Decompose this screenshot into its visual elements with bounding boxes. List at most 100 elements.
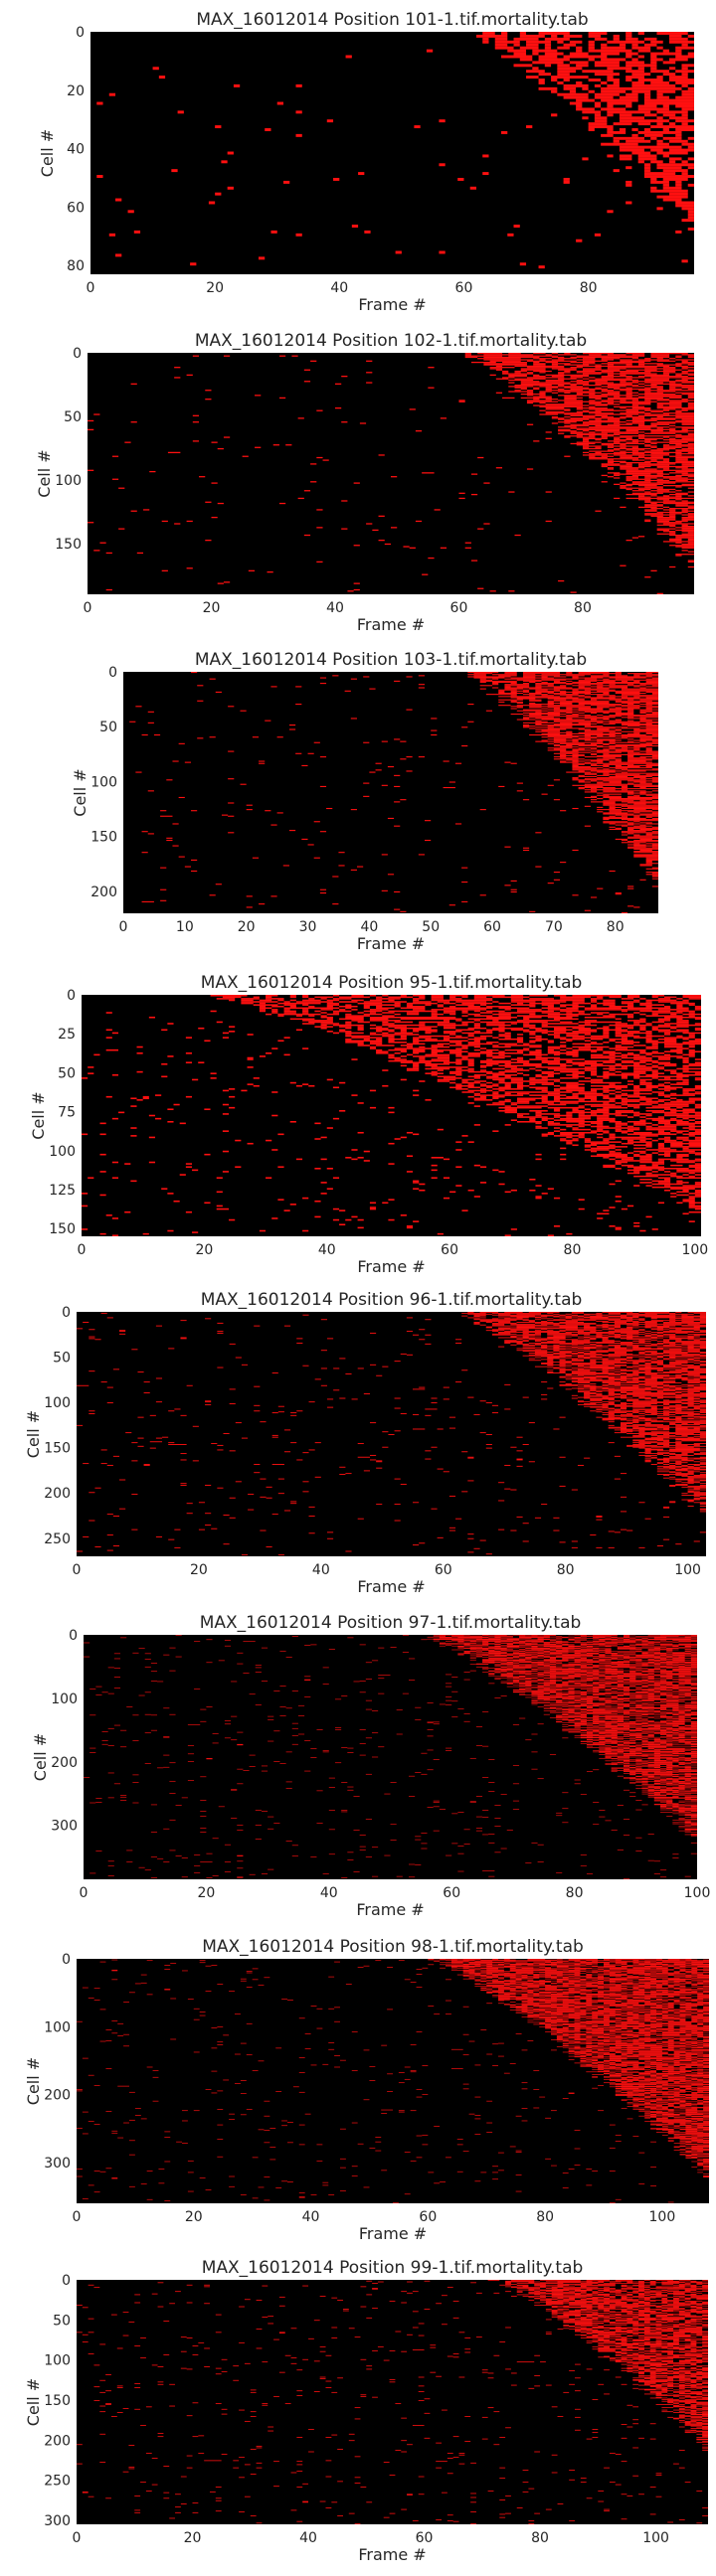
- event-segment: [620, 360, 651, 362]
- event-segment: [603, 803, 628, 805]
- event-segment: [627, 811, 658, 813]
- event-segment: [694, 1189, 701, 1192]
- event-segment: [572, 894, 579, 896]
- event-segment: [498, 1034, 511, 1036]
- event-segment: [637, 160, 644, 164]
- event-segment: [413, 1037, 432, 1039]
- event-segment: [572, 749, 591, 751]
- event-segment: [656, 207, 663, 211]
- event-segment: [406, 1226, 414, 1229]
- cell-row: [615, 893, 622, 895]
- event-segment: [553, 745, 573, 747]
- event-segment: [651, 817, 658, 820]
- event-segment: [223, 355, 231, 357]
- event-segment: [522, 1345, 535, 1347]
- event-segment: [614, 1346, 621, 1348]
- event-segment: [627, 836, 658, 838]
- event-segment: [609, 1133, 616, 1136]
- event-segment: [160, 810, 167, 812]
- cell-row: [160, 815, 658, 817]
- event-segment: [526, 395, 534, 397]
- cell-row: [147, 790, 658, 792]
- heatmap-cells: [129, 672, 658, 913]
- event-segment: [504, 688, 523, 690]
- event-segment: [363, 1160, 370, 1162]
- event-segment: [645, 731, 658, 733]
- event-segment: [651, 692, 658, 695]
- event-segment: [687, 1333, 706, 1335]
- event-segment: [644, 441, 688, 443]
- event-segment: [596, 1350, 645, 1352]
- cell-row: [582, 445, 694, 447]
- event-segment: [668, 122, 676, 126]
- event-segment: [326, 1188, 333, 1190]
- cell-row: [633, 851, 658, 853]
- event-segment: [241, 1364, 249, 1366]
- event-segment: [464, 354, 471, 356]
- event-segment: [486, 1075, 499, 1078]
- event-segment: [535, 1153, 542, 1156]
- cell-row: [394, 890, 517, 893]
- event-segment: [656, 151, 688, 155]
- event-segment: [607, 128, 614, 131]
- cell-row: [174, 367, 694, 369]
- event-segment: [357, 1027, 364, 1030]
- event-segment: [419, 1046, 426, 1048]
- event-segment: [663, 1095, 671, 1098]
- event-segment: [168, 1348, 175, 1350]
- event-segment: [388, 1048, 407, 1051]
- cell-row: [584, 773, 658, 775]
- event-segment: [507, 49, 527, 53]
- event-segment: [676, 1018, 683, 1021]
- event-segment: [601, 133, 614, 137]
- event-segment: [241, 1001, 278, 1003]
- event-segment: [276, 736, 283, 738]
- event-segment: [547, 1092, 561, 1095]
- event-segment: [570, 356, 638, 359]
- event-segment: [676, 1177, 701, 1179]
- event-segment: [693, 1369, 706, 1371]
- event-segment: [295, 110, 302, 114]
- event-segment: [314, 1122, 321, 1125]
- event-segment: [584, 1346, 603, 1348]
- event-segment: [681, 1383, 706, 1385]
- cell-row: [229, 1026, 689, 1028]
- event-segment: [572, 1138, 579, 1140]
- cell-row: [172, 845, 658, 847]
- event-segment: [590, 1004, 598, 1006]
- event-segment: [553, 1108, 561, 1111]
- event-segment: [467, 1070, 493, 1073]
- event-segment: [670, 1100, 695, 1103]
- event-segment: [644, 368, 676, 370]
- event-segment: [559, 1330, 603, 1332]
- event-segment: [216, 1208, 230, 1210]
- event-segment: [609, 696, 628, 698]
- event-segment: [558, 428, 571, 431]
- event-segment: [566, 696, 573, 698]
- cell-row: [394, 908, 401, 910]
- event-segment: [626, 61, 644, 65]
- event-segment: [643, 98, 694, 102]
- event-segment: [590, 1064, 646, 1067]
- event-segment: [645, 1053, 652, 1056]
- event-segment: [639, 1026, 646, 1028]
- event-segment: [570, 423, 602, 425]
- cell-row: [186, 374, 694, 377]
- event-segment: [167, 1108, 174, 1111]
- event-segment: [553, 676, 567, 678]
- event-segment: [651, 1186, 701, 1189]
- event-segment: [449, 995, 468, 997]
- event-segment: [694, 1163, 701, 1165]
- event-segment: [590, 1352, 609, 1353]
- event-segment: [422, 573, 429, 575]
- event-segment: [681, 83, 688, 87]
- event-segment: [699, 1362, 706, 1364]
- event-segment: [633, 784, 658, 786]
- event-segment: [526, 423, 534, 425]
- event-segment: [142, 1232, 149, 1235]
- event-segment: [615, 893, 622, 895]
- event-segment: [210, 1072, 217, 1074]
- event-segment: [413, 1029, 438, 1032]
- event-segment: [650, 1376, 663, 1378]
- event-segment: [650, 1317, 694, 1319]
